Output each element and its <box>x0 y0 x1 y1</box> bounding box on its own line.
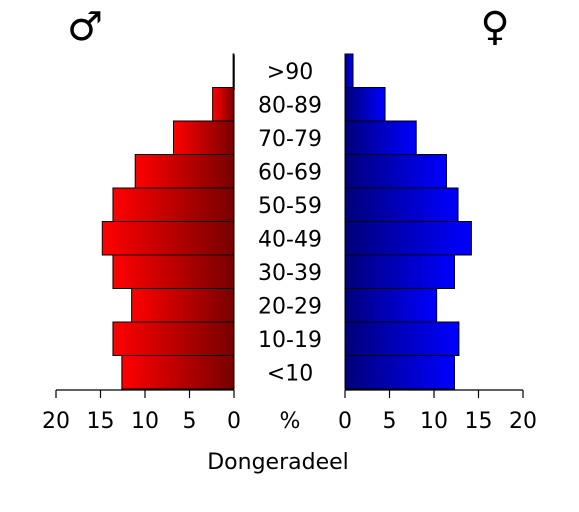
female-tick-label: 20 <box>509 409 537 434</box>
age-group-label-4: 40-49 <box>258 227 322 252</box>
male-bar-1 <box>112 321 235 356</box>
age-group-label-7: 70-79 <box>258 127 322 152</box>
female-bar-0 <box>344 355 455 390</box>
male-bar-0 <box>121 355 235 390</box>
female-tick-label: 5 <box>383 409 397 434</box>
male-bar-9 <box>232 53 235 88</box>
male-bar-8 <box>212 87 235 122</box>
female-bar-6 <box>344 154 447 189</box>
male-tick-label: 0 <box>227 409 241 434</box>
female-bar-4 <box>344 221 472 256</box>
x-axes: 20 15 10 5 0% 0 5 10 15 20 <box>42 389 537 434</box>
age-group-label-9: >90 <box>267 60 313 85</box>
age-group-label-6: 60-69 <box>258 160 322 185</box>
male-tick-label: 20 <box>42 409 70 434</box>
percent-unit-label: % <box>280 409 301 434</box>
age-group-label-5: 50-59 <box>258 194 322 219</box>
female-bar-8 <box>344 87 386 122</box>
female-bar-3 <box>344 254 455 289</box>
female-tick-label: 0 <box>338 409 352 434</box>
male-bars <box>101 53 235 390</box>
chart-title: Dongeradeel <box>207 450 349 475</box>
male-tick-label: 15 <box>87 409 115 434</box>
age-group-labels: <10 10-19 20-29 30-39 40-49 50-59 60-69 70-79 80… <box>258 60 322 387</box>
male-bar-4 <box>101 221 235 256</box>
female-bar-7 <box>344 120 417 155</box>
age-group-label-3: 30-39 <box>258 261 322 286</box>
male-bar-5 <box>112 187 235 222</box>
age-group-label-2: 20-29 <box>258 294 322 319</box>
female-bars <box>344 53 472 390</box>
male-bar-3 <box>112 254 235 289</box>
female-bar-1 <box>344 321 460 356</box>
male-bar-6 <box>134 154 235 189</box>
male-tick-label: 5 <box>183 409 197 434</box>
age-group-label-0: <10 <box>267 361 313 386</box>
male-tick-label: 10 <box>131 409 159 434</box>
male-symbol-icon: ♂ <box>67 4 103 50</box>
age-group-label-8: 80-89 <box>258 93 322 118</box>
female-bar-2 <box>344 288 438 323</box>
male-bar-2 <box>131 288 235 323</box>
female-bar-9 <box>344 53 354 88</box>
female-symbol-icon: ♀ <box>480 4 509 50</box>
female-tick-label: 15 <box>465 409 493 434</box>
age-group-label-1: 10-19 <box>258 328 322 353</box>
female-tick-label: 10 <box>420 409 448 434</box>
male-bar-7 <box>172 120 235 155</box>
female-bar-5 <box>344 187 459 222</box>
